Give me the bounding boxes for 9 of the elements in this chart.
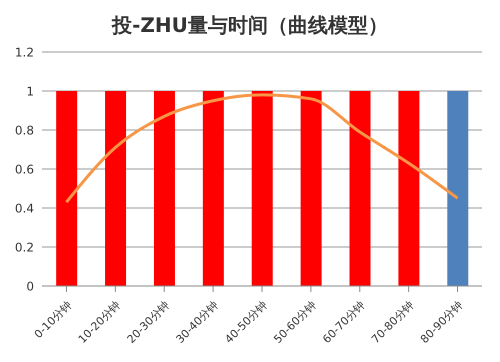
y-tick-label: 0 [26,279,34,294]
y-tick-label: 0.4 [14,201,34,216]
line-series [64,93,460,204]
chart-title: 投-ZHU量与时间（曲线模型） [110,12,389,39]
y-tick-label: 0.6 [14,162,34,176]
y-tick-label: 1 [26,84,34,98]
y-tick-label: 0.8 [14,123,34,138]
y-tick-label: 1.2 [14,45,34,60]
y-tick-label: 0.2 [14,240,34,254]
